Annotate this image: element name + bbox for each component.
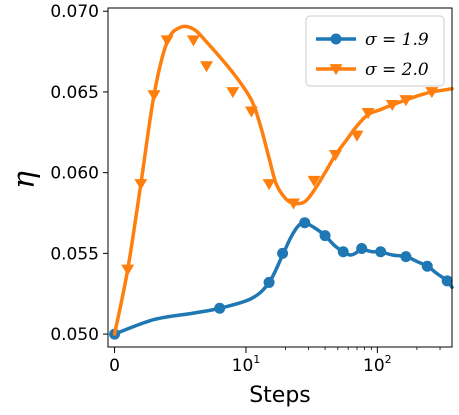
data-point: [214, 302, 226, 314]
axes: 0.050 0.055 0.060 0.065 0.070 0 101 102: [50, 2, 453, 376]
series-2: [112, 24, 454, 336]
series-line: [112, 220, 454, 336]
data-point: [328, 150, 342, 162]
axes-frame: [107, 7, 453, 348]
data-point: [244, 106, 258, 118]
data-point: [350, 130, 364, 142]
y-tick-label: 0.055: [50, 244, 99, 264]
x-tick-label: 101: [232, 353, 261, 376]
data-point: [441, 275, 453, 287]
series-1: [109, 217, 454, 340]
data-point: [319, 230, 331, 242]
data-point: [200, 61, 214, 73]
y-tick-label: 0.065: [50, 83, 99, 103]
data-point: [160, 35, 174, 47]
legend: σ = 1.9 σ = 2.0: [305, 15, 445, 87]
x-tick-label: 102: [363, 353, 392, 376]
data-point: [356, 243, 368, 255]
data-point: [375, 246, 387, 258]
series-layer: [109, 24, 454, 340]
x-tick-label: 0: [109, 356, 120, 376]
data-point: [400, 251, 412, 263]
data-point: [263, 276, 275, 288]
legend-label: σ = 2.0: [365, 60, 429, 80]
data-point: [286, 198, 300, 210]
data-point: [425, 87, 439, 99]
data-point: [186, 35, 200, 47]
y-tick-label: 0.070: [50, 2, 99, 22]
data-point: [299, 217, 311, 229]
data-point: [277, 247, 289, 259]
data-point: [121, 264, 135, 276]
data-point: [337, 246, 349, 258]
data-point: [134, 179, 148, 191]
data-point: [385, 99, 399, 112]
data-point: [399, 95, 413, 107]
y-tick-label: 0.050: [50, 325, 99, 345]
data-point: [147, 90, 161, 102]
y-tick-label: 0.060: [50, 164, 99, 184]
data-point: [361, 108, 375, 120]
legend-label: σ = 1.9: [365, 30, 429, 50]
data-point: [421, 260, 433, 272]
x-axis-label: Steps: [249, 383, 311, 408]
data-point: [226, 87, 240, 99]
data-point: [262, 179, 276, 191]
legend-marker: [330, 33, 342, 45]
y-axis-label: η: [7, 171, 42, 189]
data-point: [307, 175, 321, 187]
legend-marker: [329, 64, 343, 76]
